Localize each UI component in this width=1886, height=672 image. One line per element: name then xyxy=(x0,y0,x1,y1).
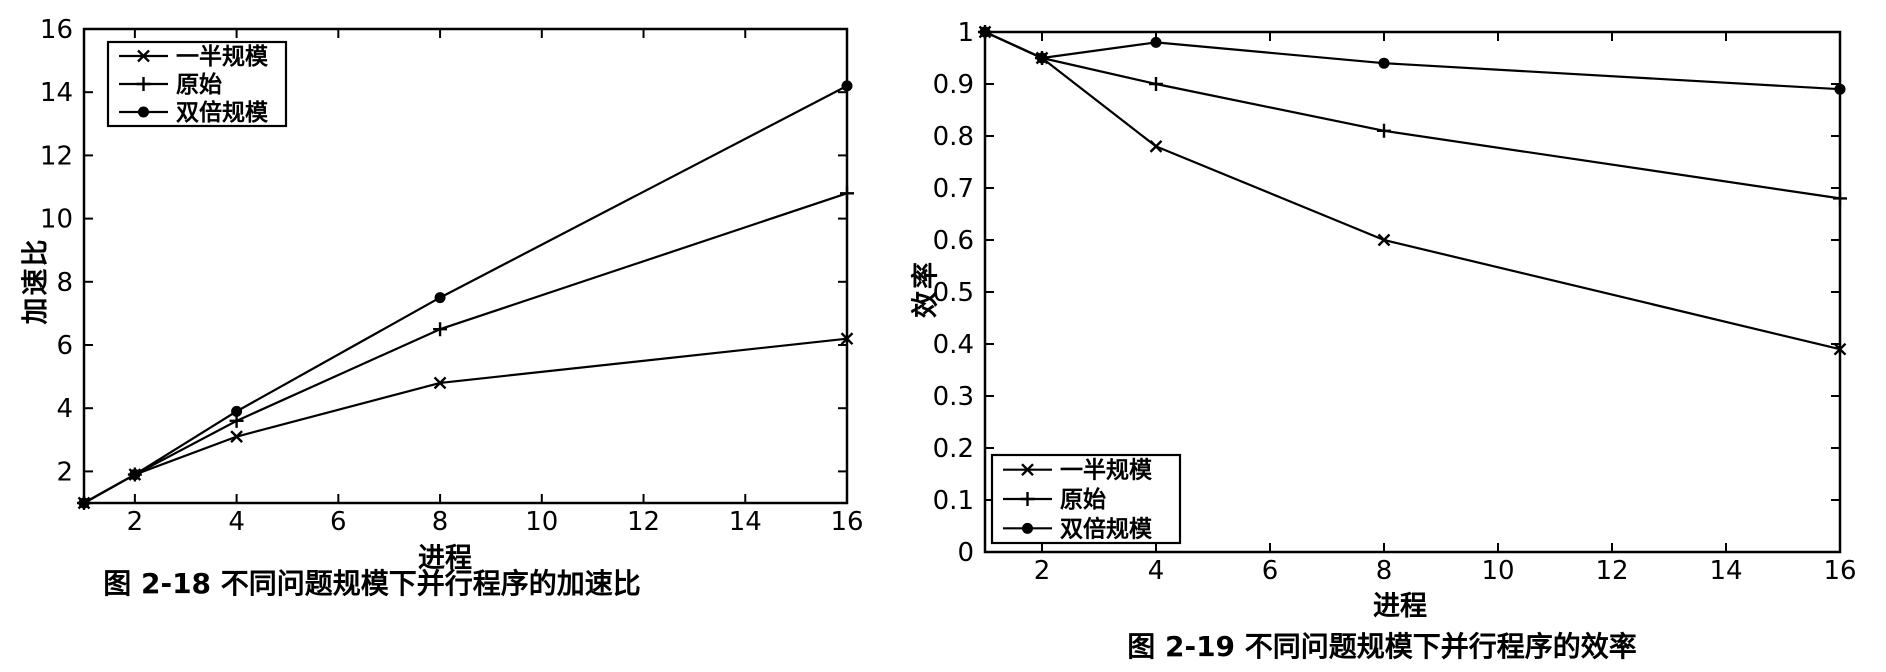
efficiency-figure-caption: 图 2-19 不同问题规模下并行程序的效率 xyxy=(1127,630,1637,663)
x-tick-label: 12 xyxy=(1595,556,1628,586)
x-marker xyxy=(433,376,447,390)
legend-entry-label: 原始 xyxy=(1060,486,1106,513)
x-tick-label: 2 xyxy=(127,507,144,537)
dot-marker xyxy=(138,106,149,118)
y-tick-label: 0.4 xyxy=(933,330,974,360)
y-tick-label: 2 xyxy=(56,457,73,487)
x-marker xyxy=(137,49,150,63)
x-tick-label: 14 xyxy=(1709,556,1742,586)
legend-entry-label: 原始 xyxy=(176,71,222,98)
y-tick-label: 6 xyxy=(56,331,73,361)
y-tick-label: 0.2 xyxy=(933,434,974,464)
dot-marker xyxy=(1834,83,1846,95)
plot-frame xyxy=(82,27,849,505)
x-marker xyxy=(1149,140,1163,153)
dot-marker xyxy=(231,405,243,417)
plus-marker xyxy=(840,186,854,201)
y-tick-label: 12 xyxy=(40,141,73,171)
speedup-y-axis-label: 加速比 xyxy=(20,237,52,325)
efficiency-x-axis-label: 进程 xyxy=(1373,591,1427,622)
legend-entry-label: 双倍规模 xyxy=(176,99,269,126)
x-tick-label: 16 xyxy=(1823,556,1856,586)
plus-marker xyxy=(433,322,448,337)
dot-marker xyxy=(434,292,446,304)
dot-marker xyxy=(1036,52,1048,64)
x-tick-label: 8 xyxy=(432,507,449,537)
y-tick-label: 8 xyxy=(56,268,73,298)
y-tick-label: 1 xyxy=(957,18,974,48)
dot-marker xyxy=(841,80,853,92)
y-tick-label: 4 xyxy=(56,394,73,424)
x-marker xyxy=(1833,342,1847,356)
x-tick-label: 10 xyxy=(525,507,558,537)
speedup-figure-caption: 图 2-18 不同问题规模下并行程序的加速比 xyxy=(103,567,641,600)
dot-marker xyxy=(979,26,991,38)
x-tick-label: 6 xyxy=(1262,556,1279,586)
legend-entry-label: 一半规模 xyxy=(176,44,269,70)
y-tick-label: 16 xyxy=(40,15,73,45)
series-line-2 xyxy=(984,30,1841,91)
y-tick-label: 10 xyxy=(40,205,73,235)
plus-marker xyxy=(1377,123,1391,138)
plus-marker xyxy=(1833,191,1847,206)
legend-entry-label: 双倍规模 xyxy=(1060,515,1153,542)
y-tick-label: 14 xyxy=(40,78,73,108)
x-tick-label: 16 xyxy=(830,507,863,537)
y-tick-label: 0.5 xyxy=(933,278,974,308)
y-tick-label: 0.7 xyxy=(933,174,974,204)
y-tick-label: 0.1 xyxy=(933,486,974,516)
dot-marker xyxy=(1022,522,1033,534)
series-line-0 xyxy=(984,30,1841,351)
y-tick-label: 0.6 xyxy=(933,226,974,256)
x-tick-label: 6 xyxy=(330,507,347,537)
x-tick-label: 2 xyxy=(1034,556,1051,586)
dot-marker xyxy=(78,497,90,509)
plus-marker xyxy=(136,77,151,91)
dot-marker xyxy=(1378,57,1390,69)
y-tick-label: 0.8 xyxy=(933,122,974,152)
x-tick-label: 14 xyxy=(729,507,762,537)
legend-entry-label: 一半规模 xyxy=(1060,458,1153,484)
series-line-1 xyxy=(984,30,1841,200)
y-tick-label: 0.3 xyxy=(933,382,974,412)
y-tick-label: 0 xyxy=(957,538,974,568)
x-tick-label: 10 xyxy=(1481,556,1514,586)
x-tick-label: 4 xyxy=(228,507,245,537)
y-tick-label: 0.9 xyxy=(933,70,974,100)
dot-marker xyxy=(129,469,141,481)
x-marker xyxy=(1021,463,1034,477)
plus-marker xyxy=(1149,77,1163,91)
efficiency-y-axis-label: 效率 xyxy=(910,260,942,318)
x-tick-label: 4 xyxy=(1148,556,1165,586)
x-marker xyxy=(840,332,854,346)
dot-marker xyxy=(1150,36,1162,48)
x-tick-label: 12 xyxy=(627,507,660,537)
x-marker xyxy=(230,430,243,443)
speedup-x-axis-label: 进程 xyxy=(418,543,472,574)
plus-marker xyxy=(1020,492,1035,506)
x-marker xyxy=(1377,233,1391,247)
x-tick-label: 8 xyxy=(1376,556,1393,586)
